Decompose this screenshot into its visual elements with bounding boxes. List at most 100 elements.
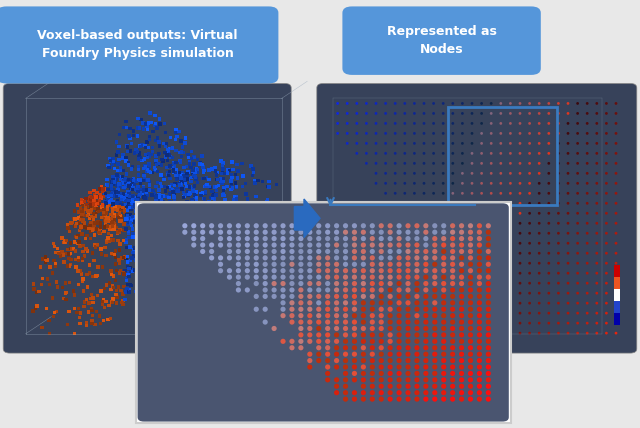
Point — [145, 133, 155, 140]
Point — [467, 280, 477, 287]
Point — [112, 204, 122, 211]
Point — [225, 241, 235, 248]
Point — [323, 248, 333, 255]
Point — [332, 274, 342, 281]
Point — [591, 280, 602, 287]
Point — [127, 255, 137, 262]
Point — [219, 192, 229, 199]
Point — [582, 260, 593, 267]
Point — [534, 200, 545, 207]
Point — [525, 160, 535, 167]
Point — [447, 331, 458, 338]
Point — [225, 226, 236, 233]
Point — [438, 389, 449, 396]
Point — [342, 140, 352, 147]
Point — [467, 270, 477, 276]
Point — [180, 176, 190, 183]
Point — [139, 210, 149, 217]
Point — [495, 200, 506, 207]
Point — [467, 150, 477, 157]
Point — [189, 154, 200, 161]
Point — [483, 241, 493, 248]
Point — [253, 177, 263, 184]
Point — [148, 236, 158, 243]
Point — [121, 239, 131, 246]
Point — [145, 243, 155, 250]
Point — [178, 220, 188, 226]
Point — [486, 310, 497, 317]
Point — [82, 248, 92, 255]
Point — [140, 207, 150, 214]
Point — [191, 188, 202, 195]
Point — [173, 234, 183, 241]
Point — [124, 183, 134, 190]
Point — [145, 221, 156, 228]
Point — [161, 154, 171, 160]
Point — [104, 164, 115, 171]
Point — [340, 351, 351, 358]
Point — [54, 250, 64, 257]
Point — [104, 202, 115, 209]
Point — [134, 209, 145, 216]
Point — [602, 240, 612, 247]
Point — [573, 280, 583, 287]
Point — [75, 320, 85, 327]
Point — [573, 110, 583, 117]
Point — [233, 229, 243, 236]
Point — [132, 286, 142, 293]
Point — [81, 206, 91, 213]
Point — [167, 144, 177, 151]
Point — [142, 139, 152, 146]
Point — [229, 201, 239, 208]
Point — [220, 234, 230, 241]
Point — [122, 236, 132, 243]
Point — [332, 248, 342, 255]
Point — [140, 244, 150, 251]
Point — [116, 214, 126, 220]
Point — [198, 167, 209, 174]
Point — [371, 160, 381, 167]
Point — [99, 209, 109, 216]
Point — [109, 220, 120, 226]
Point — [367, 306, 378, 313]
Point — [515, 220, 525, 227]
Point — [544, 250, 554, 257]
Point — [323, 300, 333, 306]
Point — [110, 221, 120, 228]
Point — [208, 222, 218, 229]
Point — [216, 209, 227, 216]
Point — [57, 249, 67, 256]
Point — [212, 169, 222, 175]
Point — [164, 226, 175, 233]
Point — [88, 211, 99, 217]
Point — [166, 249, 177, 256]
Point — [116, 207, 126, 214]
Point — [159, 240, 170, 247]
Point — [88, 197, 99, 204]
Point — [287, 312, 297, 319]
Point — [171, 136, 181, 143]
Point — [394, 287, 404, 294]
Point — [217, 205, 227, 211]
Point — [156, 180, 166, 187]
Point — [515, 210, 525, 217]
Point — [506, 230, 516, 237]
Point — [139, 194, 149, 201]
Point — [403, 383, 413, 389]
Point — [554, 280, 564, 287]
Point — [179, 205, 189, 212]
Point — [352, 130, 362, 137]
Point — [173, 187, 183, 194]
Point — [420, 312, 431, 319]
Point — [77, 223, 88, 229]
Point — [167, 247, 177, 254]
Point — [486, 230, 497, 237]
Point — [376, 389, 387, 396]
Point — [332, 331, 342, 338]
Point — [390, 130, 401, 137]
Point — [534, 330, 545, 336]
Point — [86, 206, 97, 213]
Point — [101, 223, 111, 230]
Point — [495, 320, 506, 327]
Point — [465, 351, 476, 358]
